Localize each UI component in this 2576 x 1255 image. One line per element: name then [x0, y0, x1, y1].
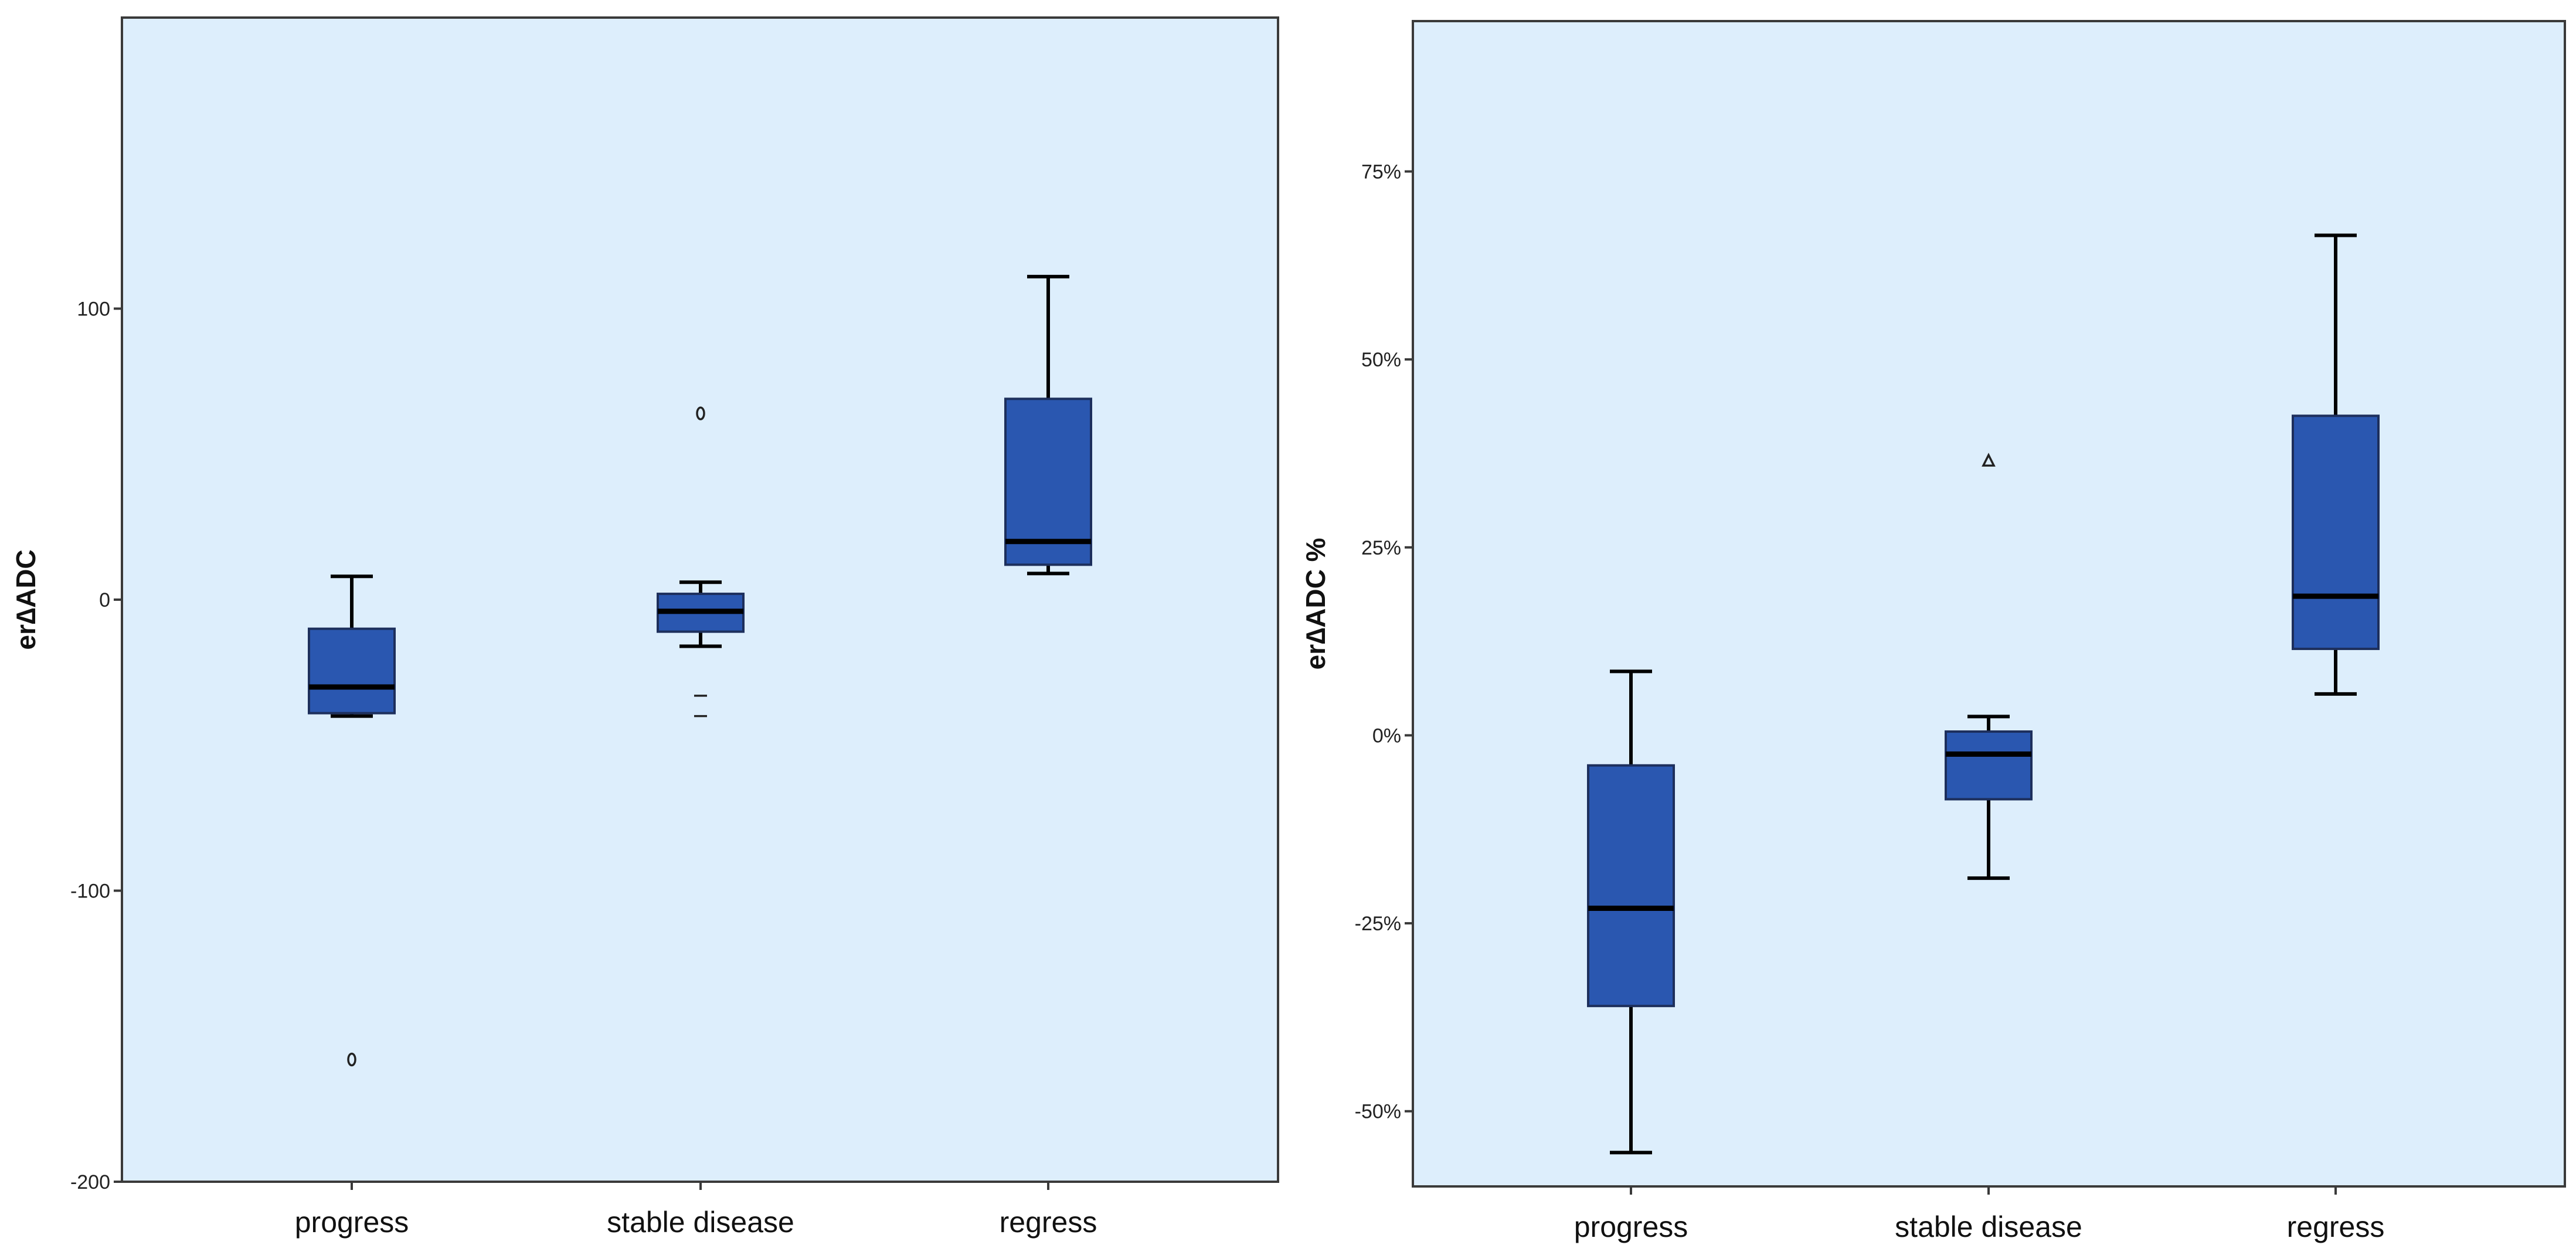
y-tick-label: -25%	[1355, 913, 1401, 935]
y-axis-label: er∆ADC %	[1300, 538, 1331, 670]
left-boxplot-panel: 100 0 -100 -200 er∆ADC progress stable disease…	[11, 16, 1279, 1239]
plot-area	[1412, 20, 2566, 1188]
y-tick-label: 100	[77, 298, 110, 321]
box-stable-disease	[1945, 453, 2033, 880]
x-tick-label-stable-disease: stable disease	[1895, 1210, 2082, 1243]
box-regress	[2292, 233, 2380, 696]
box-regress	[1004, 274, 1092, 576]
x-tick-label-stable-disease: stable disease	[607, 1206, 794, 1239]
y-axis-label: er∆ADC	[11, 549, 41, 649]
y-tick-label: -200	[70, 1171, 110, 1193]
iqr-box	[308, 627, 396, 715]
outlier-marker	[696, 406, 705, 420]
y-tick-label: 25%	[1361, 537, 1401, 559]
box-progress	[308, 574, 396, 1067]
y-tick-label: -50%	[1355, 1101, 1401, 1123]
x-tick-label-regress: regress	[1000, 1206, 1097, 1239]
y-tick-label: 0%	[1372, 725, 1401, 747]
iqr-box	[1945, 730, 2033, 801]
box-progress	[1587, 669, 1675, 1155]
iqr-box	[1587, 764, 1675, 1008]
y-tick-label: 0	[99, 589, 110, 611]
x-tick-label-progress: progress	[295, 1206, 409, 1239]
x-tick-label-regress: regress	[2287, 1210, 2385, 1243]
outlier-marker	[347, 1052, 356, 1067]
outlier-marker	[1982, 453, 1996, 467]
y-tick-label: -100	[70, 880, 110, 903]
iqr-box	[1004, 397, 1092, 566]
iqr-box	[2292, 414, 2380, 650]
box-stable-disease	[657, 406, 745, 717]
x-tick-label-progress: progress	[1574, 1210, 1688, 1243]
y-tick-label: 50%	[1361, 349, 1401, 371]
y-tick-label: 75%	[1361, 161, 1401, 183]
right-boxplot-panel: 75% 50% 25% 0% -25% -50% er∆ADC % progress stabl…	[1300, 20, 2566, 1243]
